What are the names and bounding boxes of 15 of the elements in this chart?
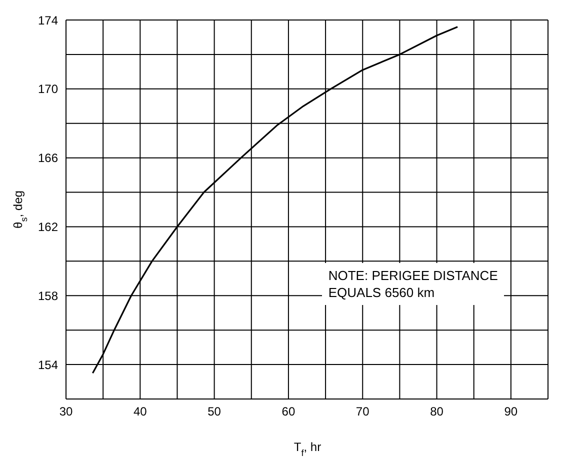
x-tick-label: 60 [282,404,296,419]
annotation: NOTE: PERIGEE DISTANCE EQUALS 6560 km [322,263,504,305]
y-tick-label: 174 [38,13,58,28]
x-axis-title: T$_{f}$, hr [294,440,322,458]
y-tick-label: 158 [38,288,58,303]
x-tick-label: 80 [430,404,444,419]
x-tick-label: 90 [504,404,518,419]
x-tick-label: 40 [133,404,148,419]
y-tick-label: 162 [38,220,58,234]
x-tick-label: 50 [208,404,222,419]
x-tick-label: 70 [356,404,370,419]
x-tick-label: 30 [59,404,73,419]
y-tick-label: 166 [38,151,58,166]
y-tick-label: 154 [38,358,58,372]
y-tick-label: 170 [38,82,58,96]
